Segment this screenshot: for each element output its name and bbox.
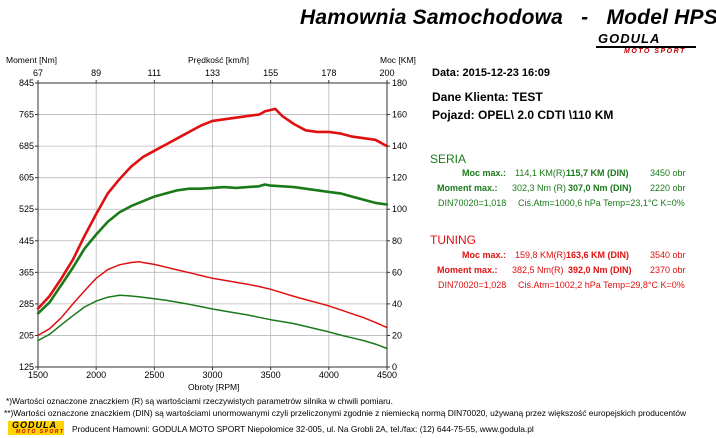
seria-torque-rpm: 2220 obr (650, 183, 686, 193)
seria-title: SERIA (430, 152, 467, 166)
tuning-atm: Ciś.Atm=1002,2 hPa Temp=29,8°C K=0% (518, 280, 685, 290)
left-tick-label: 365 (19, 267, 34, 277)
footnote-din: **)Wartości oznaczone znaczkiem (DIN) są… (4, 408, 687, 418)
tuning-torque-din: 392,0 Nm (DIN) (568, 265, 632, 275)
left-tick-label: 525 (19, 204, 34, 214)
right-tick-label: 100 (392, 204, 407, 214)
tuning-power-r: 159,8 KM(R) (515, 250, 567, 260)
right-axis-label: Moc [KM] (380, 55, 416, 65)
top-tick-label: 89 (91, 68, 101, 78)
tuning-torque-label: Moment max.: (437, 265, 498, 275)
top-tick-label: 67 (33, 68, 43, 78)
seria-power-rpm: 3450 obr (650, 168, 686, 178)
footer-logo: GODULA MOTO SPORT (8, 420, 68, 436)
logo-rule (596, 46, 696, 48)
logo-subtext: MOTO SPORT (624, 48, 686, 55)
bottom-axis-label: Obroty [RPM] (188, 382, 239, 392)
seria-din-factor: DIN70020=1,018 (438, 198, 507, 208)
tuning-power-line (36, 107, 389, 310)
footnote-r: *)Wartości oznaczone znaczkiem (R) są wa… (6, 396, 393, 406)
tuning-power-din: 163,6 KM (DIN) (566, 250, 630, 260)
top-tick-label: 178 (321, 68, 336, 78)
seria-power-din: 115,7 KM (DIN) (566, 168, 629, 178)
seria-power-label: Moc max.: (462, 168, 507, 178)
tuning-power-label: Moc max.: (462, 250, 507, 260)
x-tick-label: 3000 (202, 370, 222, 380)
seria-torque-label: Moment max.: (437, 183, 498, 193)
left-tick-label: 845 (19, 78, 34, 88)
x-tick-label: 1500 (28, 370, 48, 380)
right-tick-label: 80 (392, 236, 402, 246)
seria-power-r: 114,1 KM(R) (515, 168, 566, 178)
right-tick-label: 180 (392, 78, 407, 88)
tuning-power-rpm: 3540 obr (650, 250, 686, 260)
page-title: Hamownia Samochodowa - Model HPS- (300, 6, 716, 29)
seria-atm: Ciś.Atm=1000,6 hPa Temp=23,1°C K=0% (518, 198, 685, 208)
footer-logo-bg (8, 421, 64, 435)
right-tick-label: 40 (392, 299, 402, 309)
client-name: Dane Klienta: TEST (432, 90, 543, 104)
vehicle-name: Pojazd: OPEL\ 2.0 CDTI \110 KM (432, 108, 614, 122)
right-tick-label: 120 (392, 173, 407, 183)
footer-logo-subtext: MOTO SPORT (16, 429, 65, 435)
x-tick-label: 2000 (86, 370, 106, 380)
seria-torque-r: 302,3 Nm (R) (512, 183, 567, 193)
top-tick-label: 133 (205, 68, 220, 78)
x-tick-label: 2500 (144, 370, 164, 380)
top-tick-label: 200 (379, 68, 394, 78)
producer-info: Producent Hamowni: GODULA MOTO SPORT Nie… (72, 424, 534, 434)
left-tick-label: 685 (19, 141, 34, 151)
left-tick-label: 765 (19, 110, 34, 120)
x-tick-label: 4000 (319, 370, 339, 380)
test-date: Data: 2015-12-23 16:09 (432, 67, 551, 79)
series-layer (36, 107, 389, 350)
top-tick-label: 111 (147, 68, 161, 78)
left-tick-label: 605 (19, 173, 34, 183)
tuning-title: TUNING (430, 233, 476, 247)
x-tick-label: 3500 (261, 370, 281, 380)
left-tick-label: 285 (19, 299, 34, 309)
left-axis-label: Moment [Nm] (6, 55, 57, 65)
right-tick-label: 60 (392, 267, 402, 277)
seria-power-line (36, 183, 389, 315)
left-tick-label: 205 (19, 330, 34, 340)
logo-text: GODULA (598, 31, 661, 46)
left-tick-label: 125 (19, 362, 34, 372)
tuning-torque-rpm: 2370 obr (650, 265, 686, 275)
tuning-din-factor: DIN70020=1,028 (438, 280, 507, 290)
seria-torque-line (37, 294, 388, 350)
top-axis-label: Prędkość [km/h] (188, 55, 249, 65)
tuning-torque-r: 382,5 Nm(R) (512, 265, 564, 275)
tuning-torque-line (37, 260, 388, 337)
top-tick-label: 155 (263, 68, 278, 78)
right-tick-label: 160 (392, 110, 407, 120)
footer-logo-text: GODULA (12, 420, 57, 430)
brand-logo: GODULA MOTO SPORT (596, 31, 716, 57)
left-tick-label: 445 (19, 236, 34, 246)
right-tick-label: 20 (392, 330, 402, 340)
x-tick-label: 4500 (377, 370, 397, 380)
seria-torque-din: 307,0 Nm (DIN) (568, 183, 632, 193)
right-tick-label: 140 (392, 141, 407, 151)
right-tick-label: 0 (392, 362, 397, 372)
